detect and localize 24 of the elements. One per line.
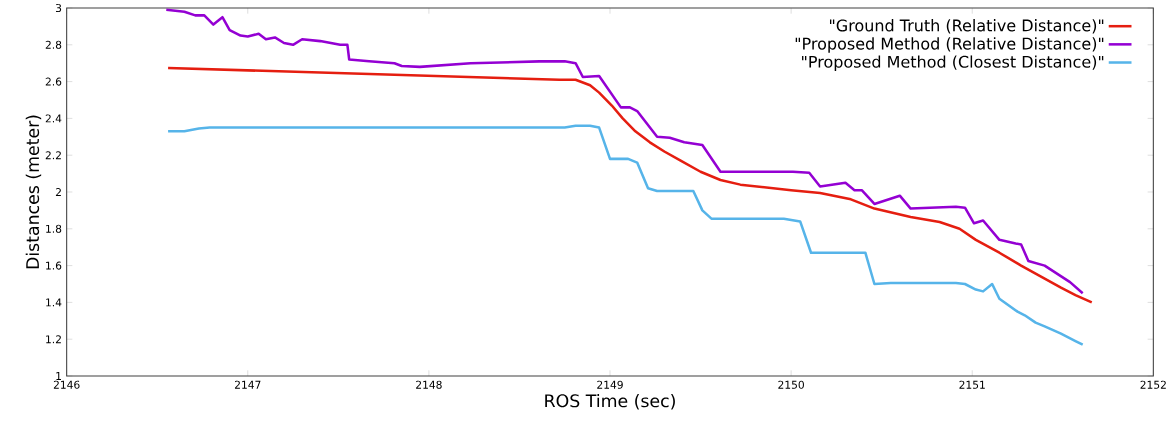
- y-tick-label: 1.4: [46, 298, 62, 307]
- y-tick-label: 1.8: [46, 224, 62, 233]
- x-tick-label: 2152: [1140, 380, 1166, 389]
- x-tick-label: 2150: [778, 380, 804, 389]
- y-tick-label: 2.4: [45, 114, 62, 123]
- y-axis-title: Distances (meter): [25, 115, 42, 269]
- x-tick-label: 2147: [234, 380, 261, 389]
- y-tick-label: 2.6: [45, 77, 62, 86]
- y-tick-label: 1.6: [46, 261, 62, 270]
- x-axis-title: ROS Time (sec): [545, 393, 675, 410]
- line-series: [166, 124, 1084, 346]
- legend-label: "Ground Truth (Relative Distance)": [830, 19, 1104, 34]
- legend-label: "Proposed Method (Closest Distance)": [802, 55, 1104, 71]
- y-tick-label: 3: [55, 3, 62, 13]
- y-tick-label: 2.8: [45, 40, 62, 49]
- x-tick-label: 2149: [597, 380, 623, 389]
- legend-label: "Proposed Method (Relative Distance)": [795, 37, 1104, 53]
- y-tick-label: 2: [55, 188, 61, 196]
- x-tick-label: 2148: [416, 380, 442, 389]
- y-tick-label: 1.2: [46, 335, 61, 344]
- x-tick-label: 2146: [53, 380, 80, 389]
- y-tick-label: 2.2: [45, 151, 61, 160]
- x-tick-label: 2151: [959, 380, 985, 389]
- y-tick-label: 1: [56, 372, 61, 380]
